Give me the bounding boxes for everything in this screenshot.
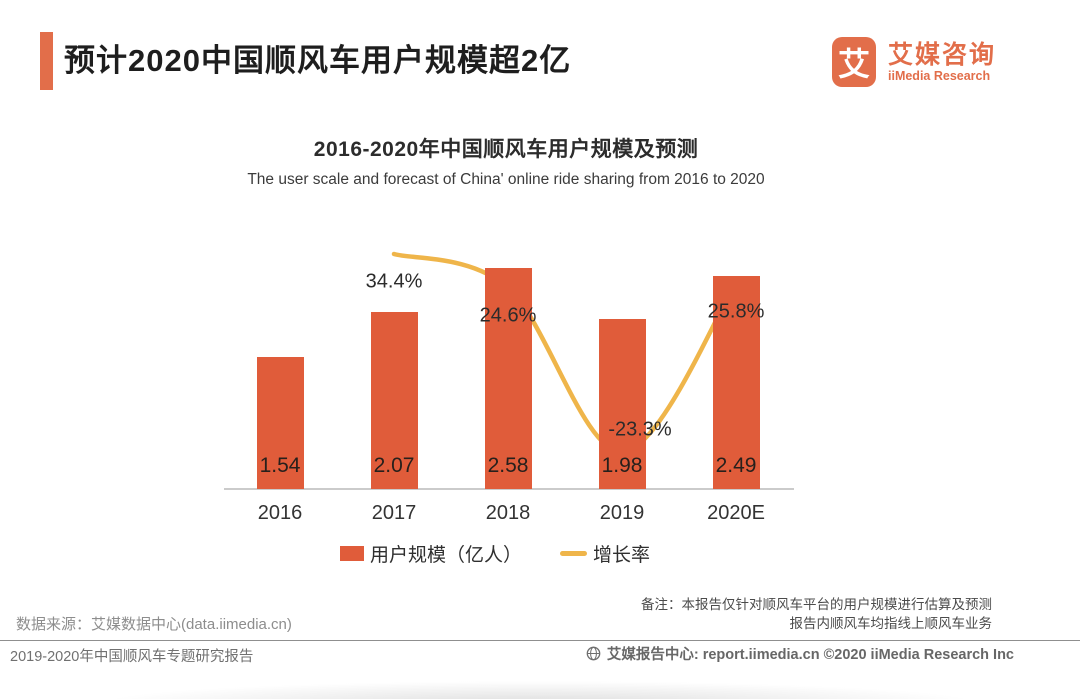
- page-title: 预计2020中国顺风车用户规模超2亿: [64, 43, 572, 78]
- chart-title: 2016-2020年中国顺风车用户规模及预测: [313, 138, 699, 161]
- logo-brand-en: iiMedia Research: [888, 68, 991, 83]
- legend-label: 用户规模（亿人）: [369, 545, 522, 566]
- logo-brand-cn: 艾媒咨询: [888, 40, 997, 69]
- growth-label-2020E: 25.8%: [707, 300, 765, 322]
- logo-glyph: 艾: [837, 46, 870, 82]
- growth-label-2018: 24.6%: [479, 304, 537, 327]
- bar-2020E: [712, 276, 760, 489]
- x-axis-label-2017: 2017: [371, 502, 417, 524]
- footer-credit: 艾媒报告中心: report.iimedia.cn ©2020 iiMedia …: [586, 643, 1014, 664]
- legend-label: 增长率: [593, 545, 651, 566]
- line-swatch-icon: [560, 551, 587, 556]
- iimedia-logo: 艾 艾媒咨询 iiMedia Research: [832, 37, 996, 87]
- growth-label-2017: 34.4%: [365, 270, 423, 293]
- bar-value-2019: 1.98: [601, 454, 643, 477]
- footnote: 备注：本报告仅针对顺风车平台的用户规模进行估算及预测 报告内顺风车均指线上顺风车…: [641, 595, 992, 633]
- growth-label-2019: -23.3%: [608, 418, 672, 441]
- legend-item-user-scale: 用户规模（亿人）: [339, 540, 522, 567]
- x-axis-label-2019: 2019: [599, 502, 645, 524]
- data-source-text: 数据来源：艾媒数据中心(data.iimedia.cn): [16, 616, 292, 633]
- bottom-shadow: [50, 669, 1030, 699]
- bar-value-2017: 2.07: [373, 454, 415, 477]
- footnote-line-1: 备注：本报告仅针对顺风车平台的用户规模进行估算及预测: [641, 597, 992, 612]
- bar-2018: [484, 268, 532, 489]
- bar-swatch-icon: [339, 546, 364, 561]
- footer-credit-text: 艾媒报告中心: report.iimedia.cn ©2020 iiMedia …: [606, 647, 1014, 663]
- footer-report-name: 2019-2020年中国顺风车专题研究报告: [10, 649, 254, 665]
- logo-text: 艾媒咨询 iiMedia Research: [888, 41, 996, 84]
- x-axis-labels: 2016 2017 2018 2019 2020E: [224, 502, 794, 528]
- chart-legend: 用户规模（亿人） 增长率: [0, 540, 990, 567]
- x-axis-label-2020E: 2020E: [707, 502, 765, 524]
- x-axis-line: [224, 488, 794, 490]
- globe-icon: [586, 646, 601, 661]
- bar-value-2016: 1.54: [259, 454, 301, 477]
- chart-plot: 1.54 2.07 34.4% 2.58 24.6% 1.98 -23.3% 2.49 25.8…: [224, 240, 794, 490]
- footnote-line-2: 报告内顺风车均指线上顺风车业务: [789, 616, 993, 631]
- x-axis-label-2018: 2018: [485, 502, 531, 524]
- chart-subtitle: The user scale and forecast of China' on…: [247, 171, 765, 188]
- bar-value-2020E: 2.49: [715, 454, 757, 477]
- footer-divider: [0, 640, 1080, 641]
- title-accent-bar: [40, 32, 53, 90]
- growth-rate-line: [391, 251, 739, 455]
- x-axis-label-2016: 2016: [257, 502, 303, 524]
- bar-2017: [370, 312, 418, 489]
- iimedia-logo-icon: 艾: [832, 37, 876, 87]
- legend-item-growth-rate: 增长率: [560, 540, 650, 567]
- bar-2016: [256, 357, 304, 489]
- bar-value-2018: 2.58: [487, 454, 529, 477]
- bar-2019: [598, 319, 646, 489]
